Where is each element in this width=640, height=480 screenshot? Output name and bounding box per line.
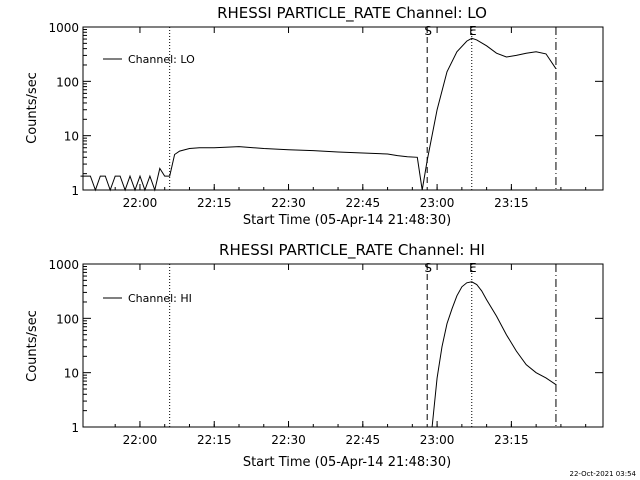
y-tick-label: 10 <box>64 367 79 381</box>
legend-hi: Channel: HI <box>103 292 192 305</box>
x-tick-label: 22:45 <box>346 433 381 447</box>
x-tick-label: 22:30 <box>271 433 306 447</box>
legend-label-hi: Channel: HI <box>128 292 192 305</box>
axis-ticks-lo: 22:00 22:15 22:30 22:45 23:00 23:15 1 10 100 1000 <box>48 21 603 210</box>
x-tick-label: 23:00 <box>420 433 455 447</box>
y-tick-label: 1 <box>71 184 79 198</box>
x-axis-label-lo: Start Time (05-Apr-14 21:48:30) <box>243 213 451 228</box>
y-axis-label-lo: Counts/sec <box>25 72 40 144</box>
x-tick-label: 22:00 <box>123 196 158 210</box>
event-marker-label: S <box>424 261 432 275</box>
y-axis-label-hi: Counts/sec <box>25 310 40 382</box>
series-line-lo <box>80 37 557 192</box>
event-marker-label: E <box>469 24 477 38</box>
x-tick-label: 23:15 <box>494 433 529 447</box>
event-marker-label: E <box>469 261 477 275</box>
chart-panel-hi: RHESSI PARTICLE_RATE Channel: HI 22:00 22… <box>25 241 604 470</box>
plot-frame-lo <box>82 26 604 191</box>
x-axis-label-hi: Start Time (05-Apr-14 21:48:30) <box>243 455 451 470</box>
x-tick-label: 23:00 <box>420 196 455 210</box>
y-tick-label: 10 <box>64 130 79 144</box>
x-tick-label: 22:30 <box>271 196 306 210</box>
legend-lo: Channel: LO <box>103 53 195 66</box>
y-tick-label: 1 <box>71 421 79 435</box>
chart-title-lo: RHESSI PARTICLE_RATE Channel: LO <box>217 4 487 23</box>
x-tick-label: 22:00 <box>123 433 158 447</box>
y-tick-label: 100 <box>56 312 79 326</box>
chart-title-hi: RHESSI PARTICLE_RATE Channel: HI <box>219 241 485 260</box>
y-tick-label: 100 <box>56 75 79 89</box>
axis-ticks-hi: 22:00 22:15 22:30 22:45 23:00 23:15 1 10 100 1000 <box>48 258 603 447</box>
x-tick-label: 22:15 <box>197 196 232 210</box>
x-tick-label: 22:45 <box>346 196 381 210</box>
y-tick-label: 1000 <box>48 21 79 35</box>
chart-panel-lo: RHESSI PARTICLE_RATE Channel: LO 22:00 22… <box>25 4 604 228</box>
x-tick-label: 22:15 <box>197 433 232 447</box>
plot-frame-hi <box>82 263 604 428</box>
series-line-hi <box>431 281 557 428</box>
event-marker-label: S <box>424 24 432 38</box>
x-tick-label: 23:15 <box>494 196 529 210</box>
y-tick-label: 1000 <box>48 258 79 272</box>
legend-label-lo: Channel: LO <box>128 53 195 66</box>
footer-date: 22-Oct-2021 03:54 <box>570 470 637 478</box>
